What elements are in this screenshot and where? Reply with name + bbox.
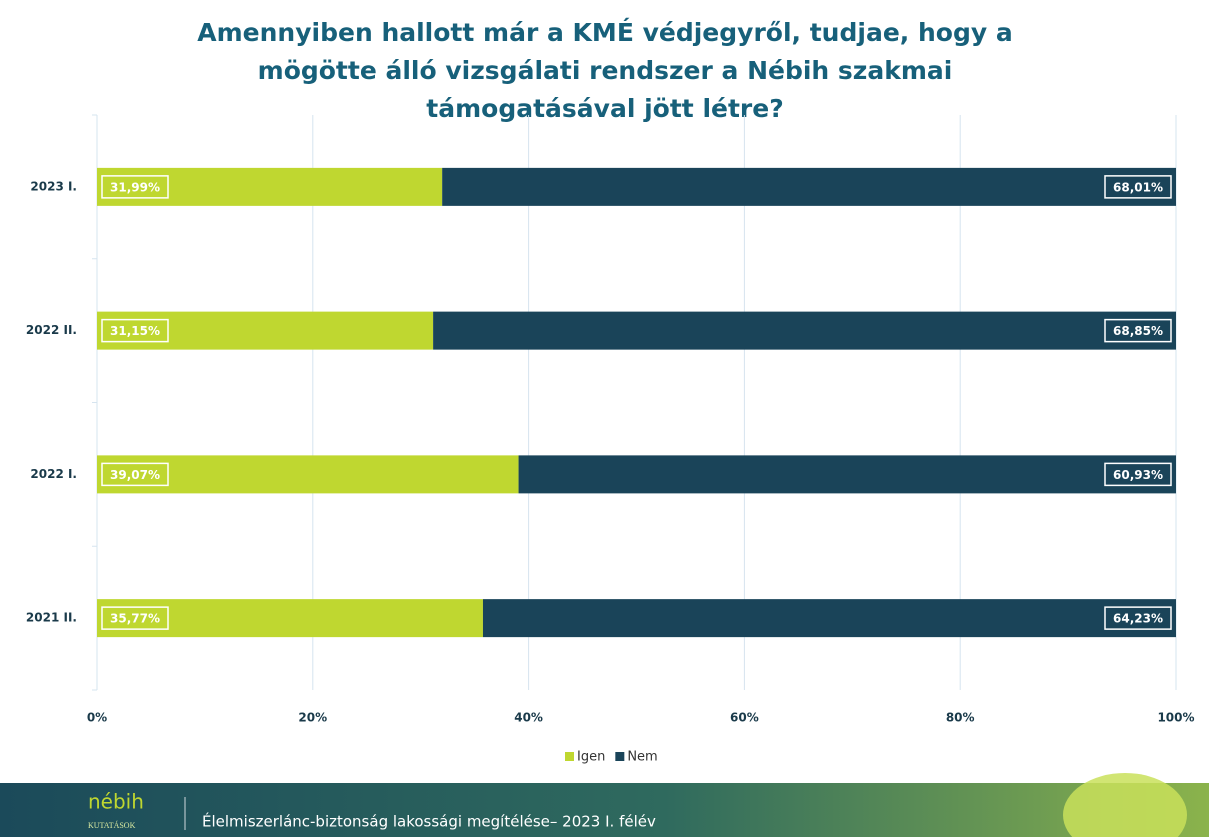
y-tick-label: 2023 I. <box>30 179 77 193</box>
chart-title: Amennyiben hallott már a KMÉ védjegyről,… <box>197 18 1013 123</box>
value-label: 68,01% <box>1113 180 1163 194</box>
value-label: 68,85% <box>1113 324 1163 338</box>
x-tick-label: 60% <box>730 711 759 725</box>
x-tick-label: 80% <box>946 711 975 725</box>
y-tick-label: 2022 I. <box>30 467 77 481</box>
x-tick-label: 0% <box>87 711 107 725</box>
x-tick-label: 40% <box>514 711 543 725</box>
legend-swatch <box>565 752 574 761</box>
x-tick-label: 100% <box>1157 711 1194 725</box>
bar-segment <box>482 599 1176 638</box>
value-label-box <box>1104 462 1172 487</box>
legend-label: Nem <box>627 750 657 765</box>
footer-brand: nébih <box>88 790 144 814</box>
bar-segment <box>97 311 434 350</box>
footer-text: Élelmiszerlánc-biztonság lakossági megít… <box>202 812 656 831</box>
legend-label: Igen <box>577 750 605 765</box>
legend-swatch <box>615 752 625 761</box>
value-label-box <box>1104 606 1172 630</box>
footer-band <box>0 783 1209 837</box>
footer-brand-sub: KUTATÁSOK <box>88 820 136 830</box>
value-label-box <box>1104 175 1172 199</box>
value-label-box <box>1104 318 1172 343</box>
value-label: 39,07% <box>110 468 160 482</box>
bar-segment <box>442 167 1176 206</box>
value-label: 31,15% <box>110 324 160 338</box>
bar-segment <box>518 455 1176 494</box>
value-label-box <box>101 175 169 199</box>
bar-segment <box>97 599 483 638</box>
bar-segment <box>97 455 519 494</box>
value-label: 60,93% <box>1113 468 1163 482</box>
x-tick-label: 20% <box>298 711 327 725</box>
value-label: 35,77% <box>110 612 160 626</box>
value-label-box <box>101 606 169 630</box>
value-label-box <box>101 318 169 343</box>
value-label-box <box>101 462 169 487</box>
y-tick-label: 2022 II. <box>26 323 77 337</box>
bar-segment <box>97 167 443 206</box>
value-label: 64,23% <box>1113 612 1163 626</box>
footer-decoration <box>1063 773 1187 837</box>
y-tick-label: 2021 II. <box>26 611 77 625</box>
value-label: 31,99% <box>110 180 160 194</box>
bar-segment <box>433 311 1176 350</box>
